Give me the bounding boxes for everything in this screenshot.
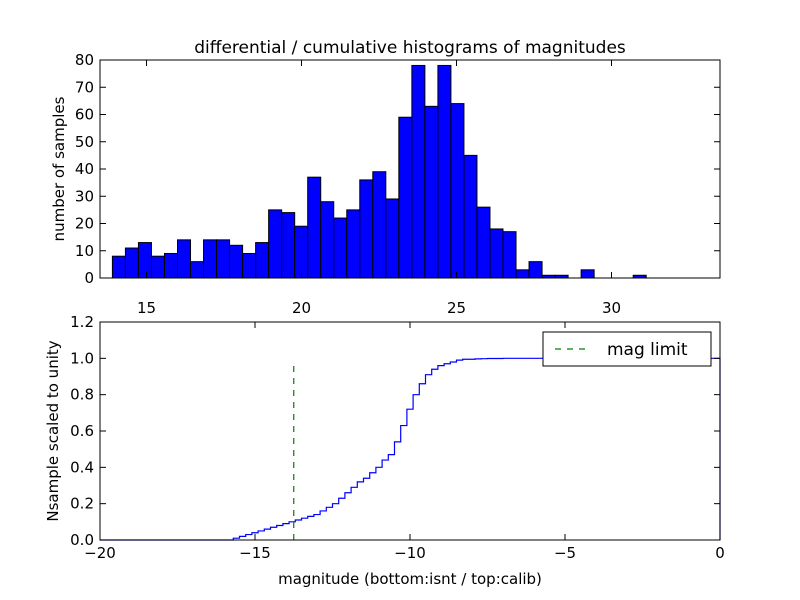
bottom-y-tick-label: 0.4 [70,458,94,476]
histogram-bar [281,212,296,279]
top-y-ticks: 0 10 20 30 40 50 60 70 80 [75,51,720,287]
legend: mag limit [542,331,712,367]
histogram-bar [307,176,322,279]
bottom-x-tick-label: −15 [239,544,271,562]
histogram-bar [255,242,270,279]
histogram-bar [411,64,426,279]
cumulative-step-line [100,357,721,541]
bottom-y-axis-label: Nsample scaled to unity [44,340,62,521]
bottom-plot-frame [99,321,721,541]
histogram-bar [515,269,530,279]
bottom-x-axis-label: magnitude (bottom:isnt / top:calib) [278,570,542,588]
bottom-x-ticks: −20 −15 −10 −5 0 [84,322,725,562]
bottom-series-group [100,357,721,541]
histogram-bar [528,261,543,279]
histogram-bar [229,244,244,279]
histogram-bar [216,239,231,279]
top-bars-group [111,64,647,279]
histogram-bar [190,261,205,279]
bottom-x-tick-label: 0 [715,544,725,562]
top-y-tick-label: 0 [84,269,94,287]
top-y-tick-label: 70 [75,78,94,96]
histogram-bar [333,217,348,279]
bottom-y-tick-label: 0.0 [70,531,94,549]
top-y-tick-label: 50 [75,133,94,151]
histogram-bar [124,247,139,279]
histogram-bar [177,239,192,279]
histogram-bar [437,64,452,279]
bottom-y-tick-label: 1.2 [70,313,94,331]
histogram-bar [137,242,152,279]
histogram-bar [450,103,465,279]
histogram-bar [372,171,387,279]
top-x-tick-label: 30 [602,299,621,317]
top-x-tick-label: 25 [447,299,466,317]
histogram-bar [476,206,491,279]
histogram-bar [463,154,478,279]
bottom-x-tick-label: −5 [554,544,576,562]
top-x-tick-label: 20 [292,299,311,317]
histogram-bar [359,179,374,279]
bottom-x-tick-label: −20 [84,544,116,562]
top-y-tick-label: 40 [75,160,94,178]
top-y-axis-label: number of samples [50,96,68,241]
histogram-bar [268,209,283,279]
histogram-bar [346,209,361,279]
top-y-tick-label: 30 [75,187,94,205]
top-plot-frame [99,59,721,279]
histogram-bar [385,198,400,279]
histogram-bar [242,252,257,279]
histogram-bar [150,255,165,279]
top-chart-title: differential / cumulative histograms of … [194,38,626,58]
histogram-bar [398,116,413,279]
top-y-tick-label: 60 [75,106,94,124]
bottom-y-tick-label: 0.6 [70,422,94,440]
top-y-tick-label: 10 [75,242,94,260]
legend-label-mag-limit: mag limit [607,340,688,360]
top-x-tick-label: 15 [137,299,156,317]
top-y-tick-label: 80 [75,51,94,69]
histogram-bar [489,228,504,279]
bottom-y-tick-label: 0.2 [70,495,94,513]
bottom-y-tick-label: 0.8 [70,386,94,404]
histogram-bar [163,252,178,279]
histogram-bar [320,201,335,279]
histogram-bar [294,225,309,279]
histogram-bar [203,239,218,279]
top-x-ticks: 15 20 25 30 [137,60,621,317]
top-histogram-panel: differential / cumulative histograms of … [50,38,721,317]
histogram-bar [424,105,439,279]
histogram-bar [580,269,595,279]
bottom-x-tick-label: −10 [394,544,426,562]
histogram-bar [502,231,517,279]
bottom-y-tick-label: 1.0 [70,349,94,367]
histogram-bar [111,255,126,279]
bottom-cumulative-panel: −20 −15 −10 −5 0 0.0 0.2 0.4 0.6 0.8 1.0 1.2 magni… [44,313,725,588]
top-y-tick-label: 20 [75,215,94,233]
